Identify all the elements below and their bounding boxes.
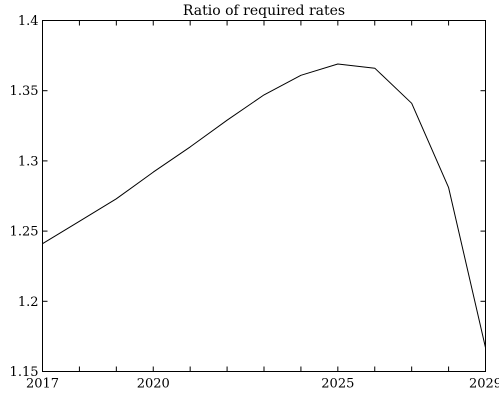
x-tick-label: 2017 [26,377,59,392]
series-line [42,63,486,348]
y-tick-labels: 1.15 1.2 1.25 1.3 1.35 1.4 [10,14,39,380]
x-tick-label: 2020 [137,377,170,392]
y-tick-label: 1.2 [18,295,39,310]
y-tick-label: 1.35 [10,84,39,99]
x-tick-labels: 2017 2020 2025 2029 [26,377,499,392]
plot-frame [42,20,486,372]
x-tick-label: 2025 [321,377,354,392]
axis-ticks [42,20,486,372]
y-tick-label: 1.15 [10,365,39,380]
x-tick-label: 2029 [469,377,499,392]
y-tick-label: 1.4 [18,14,39,29]
y-tick-label: 1.3 [18,154,39,169]
y-tick-label: 1.25 [10,225,39,240]
chart-title: Ratio of required rates [183,3,345,19]
series-layer [42,63,486,348]
